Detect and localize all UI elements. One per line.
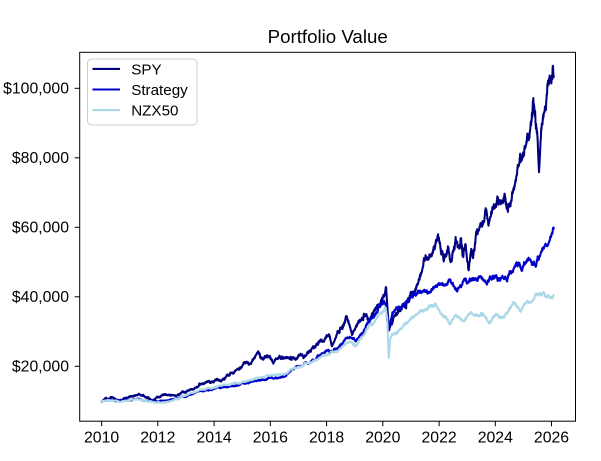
svg-text:Strategy: Strategy xyxy=(131,82,188,99)
svg-text:2018: 2018 xyxy=(309,429,344,446)
svg-text:$80,000: $80,000 xyxy=(12,150,69,167)
svg-text:2022: 2022 xyxy=(422,429,457,446)
svg-text:2026: 2026 xyxy=(534,429,569,446)
svg-text:$60,000: $60,000 xyxy=(12,220,69,237)
svg-text:Portfolio Value: Portfolio Value xyxy=(268,26,388,47)
svg-text:$40,000: $40,000 xyxy=(12,289,69,306)
svg-text:SPY: SPY xyxy=(131,61,161,78)
svg-text:2012: 2012 xyxy=(140,429,175,446)
svg-text:2014: 2014 xyxy=(197,429,232,446)
svg-text:2020: 2020 xyxy=(365,429,400,446)
svg-text:NZX50: NZX50 xyxy=(131,103,178,120)
svg-text:$20,000: $20,000 xyxy=(12,359,69,376)
svg-text:2016: 2016 xyxy=(253,429,288,446)
svg-text:$100,000: $100,000 xyxy=(3,81,69,98)
svg-text:2010: 2010 xyxy=(84,429,119,446)
svg-text:2024: 2024 xyxy=(478,429,513,446)
